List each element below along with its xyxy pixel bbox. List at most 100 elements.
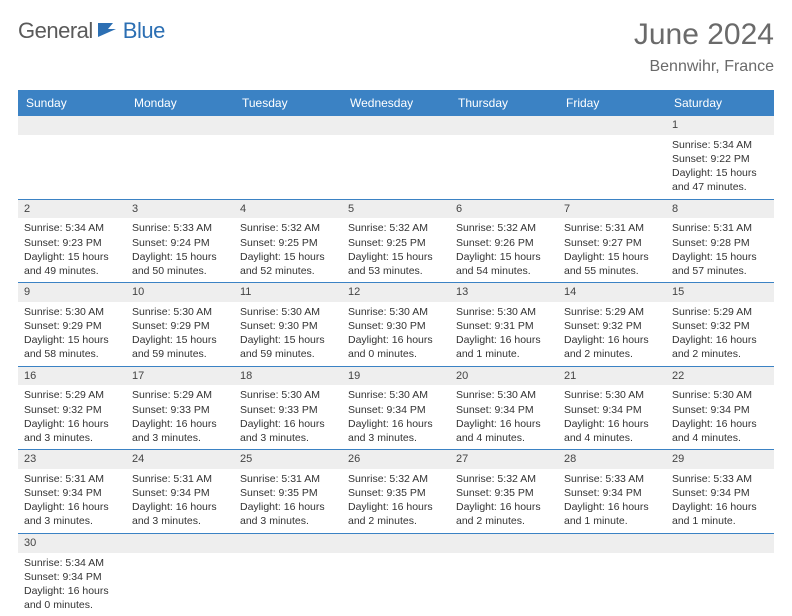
day-number: 30	[18, 534, 126, 553]
day-detail: and 4 minutes.	[672, 431, 768, 445]
day-detail: Sunset: 9:22 PM	[672, 152, 768, 166]
day-detail: and 54 minutes.	[456, 264, 552, 278]
calendar-day-empty	[450, 534, 558, 616]
calendar-week: 9Sunrise: 5:30 AMSunset: 9:29 PMDaylight…	[18, 283, 774, 367]
day-detail: and 3 minutes.	[348, 431, 444, 445]
day-detail: Sunrise: 5:32 AM	[456, 472, 552, 486]
day-number: 17	[126, 367, 234, 386]
day-detail: Sunset: 9:24 PM	[132, 236, 228, 250]
day-detail: Sunset: 9:34 PM	[348, 403, 444, 417]
day-detail: Sunset: 9:28 PM	[672, 236, 768, 250]
calendar-day-empty	[450, 116, 558, 200]
day-detail: Sunset: 9:35 PM	[240, 486, 336, 500]
day-detail: Sunrise: 5:32 AM	[456, 221, 552, 235]
calendar-day: 10Sunrise: 5:30 AMSunset: 9:29 PMDayligh…	[126, 283, 234, 367]
day-detail: Daylight: 16 hours	[24, 417, 120, 431]
calendar-day: 1Sunrise: 5:34 AMSunset: 9:22 PMDaylight…	[666, 116, 774, 200]
calendar-day-empty	[342, 534, 450, 616]
calendar-day-empty	[126, 116, 234, 200]
day-number: 20	[450, 367, 558, 386]
calendar-day: 6Sunrise: 5:32 AMSunset: 9:26 PMDaylight…	[450, 200, 558, 284]
day-number: 6	[450, 200, 558, 219]
weekday-header: Saturday	[666, 90, 774, 116]
day-number: 7	[558, 200, 666, 219]
day-detail: and 3 minutes.	[132, 431, 228, 445]
location: Bennwihr, France	[634, 58, 774, 76]
day-detail: Daylight: 15 hours	[348, 250, 444, 264]
calendar-day-empty	[558, 534, 666, 616]
calendar-day: 2Sunrise: 5:34 AMSunset: 9:23 PMDaylight…	[18, 200, 126, 284]
calendar-day-empty	[234, 534, 342, 616]
day-detail: Sunset: 9:34 PM	[24, 486, 120, 500]
day-detail: and 58 minutes.	[24, 347, 120, 361]
day-detail: and 47 minutes.	[672, 180, 768, 194]
day-detail: Sunrise: 5:29 AM	[672, 305, 768, 319]
calendar-day-empty	[558, 116, 666, 200]
day-number: 1	[666, 116, 774, 135]
day-detail: Sunrise: 5:30 AM	[672, 388, 768, 402]
calendar-day: 18Sunrise: 5:30 AMSunset: 9:33 PMDayligh…	[234, 367, 342, 451]
day-detail: Daylight: 16 hours	[132, 417, 228, 431]
calendar-day: 4Sunrise: 5:32 AMSunset: 9:25 PMDaylight…	[234, 200, 342, 284]
day-detail: Sunset: 9:32 PM	[24, 403, 120, 417]
day-detail: Sunrise: 5:33 AM	[132, 221, 228, 235]
day-number: 5	[342, 200, 450, 219]
day-detail: Sunset: 9:29 PM	[24, 319, 120, 333]
day-detail: Sunset: 9:34 PM	[672, 486, 768, 500]
weekday-header: Friday	[558, 90, 666, 116]
day-number: 21	[558, 367, 666, 386]
day-number: 24	[126, 450, 234, 469]
weekday-header-row: SundayMondayTuesdayWednesdayThursdayFrid…	[18, 90, 774, 116]
day-detail: and 59 minutes.	[240, 347, 336, 361]
day-detail: Sunrise: 5:30 AM	[456, 305, 552, 319]
day-detail: Sunrise: 5:33 AM	[564, 472, 660, 486]
day-detail: and 1 minute.	[456, 347, 552, 361]
day-detail: Daylight: 16 hours	[24, 584, 120, 598]
day-detail: Sunset: 9:32 PM	[564, 319, 660, 333]
weekday-header: Thursday	[450, 90, 558, 116]
calendar-day: 30Sunrise: 5:34 AMSunset: 9:34 PMDayligh…	[18, 534, 126, 616]
day-detail: and 52 minutes.	[240, 264, 336, 278]
calendar-day: 8Sunrise: 5:31 AMSunset: 9:28 PMDaylight…	[666, 200, 774, 284]
day-detail: Sunrise: 5:32 AM	[240, 221, 336, 235]
title-block: June 2024 Bennwihr, France	[634, 18, 774, 76]
day-detail: Sunset: 9:34 PM	[672, 403, 768, 417]
day-detail: Sunrise: 5:34 AM	[24, 221, 120, 235]
day-number: 14	[558, 283, 666, 302]
day-detail: Sunset: 9:34 PM	[24, 570, 120, 584]
day-detail: Daylight: 16 hours	[132, 500, 228, 514]
day-detail: Sunrise: 5:30 AM	[24, 305, 120, 319]
month-title: June 2024	[634, 18, 774, 52]
day-detail: Daylight: 15 hours	[240, 333, 336, 347]
day-number: 26	[342, 450, 450, 469]
calendar-day: 7Sunrise: 5:31 AMSunset: 9:27 PMDaylight…	[558, 200, 666, 284]
day-number: 8	[666, 200, 774, 219]
day-detail: Daylight: 16 hours	[456, 500, 552, 514]
day-number: 3	[126, 200, 234, 219]
day-detail: Sunrise: 5:32 AM	[348, 472, 444, 486]
day-detail: Sunset: 9:26 PM	[456, 236, 552, 250]
calendar-day: 27Sunrise: 5:32 AMSunset: 9:35 PMDayligh…	[450, 450, 558, 534]
day-number: 12	[342, 283, 450, 302]
day-detail: and 4 minutes.	[564, 431, 660, 445]
day-detail: Daylight: 16 hours	[672, 500, 768, 514]
day-number: 16	[18, 367, 126, 386]
day-detail: and 53 minutes.	[348, 264, 444, 278]
day-detail: and 2 minutes.	[564, 347, 660, 361]
day-detail: Daylight: 15 hours	[132, 250, 228, 264]
calendar-day: 22Sunrise: 5:30 AMSunset: 9:34 PMDayligh…	[666, 367, 774, 451]
calendar-week: 1Sunrise: 5:34 AMSunset: 9:22 PMDaylight…	[18, 116, 774, 200]
logo-text-general: General	[18, 18, 93, 44]
day-detail: Daylight: 16 hours	[348, 500, 444, 514]
day-detail: Daylight: 15 hours	[132, 333, 228, 347]
day-detail: Sunrise: 5:31 AM	[564, 221, 660, 235]
day-detail: and 50 minutes.	[132, 264, 228, 278]
day-detail: Sunset: 9:34 PM	[564, 486, 660, 500]
day-detail: Daylight: 16 hours	[564, 500, 660, 514]
day-detail: Sunset: 9:27 PM	[564, 236, 660, 250]
day-number: 4	[234, 200, 342, 219]
day-detail: Sunset: 9:32 PM	[672, 319, 768, 333]
calendar-day: 3 Sunrise: 5:33 AMSunset: 9:24 PMDaylight…	[126, 200, 234, 284]
day-number: 19	[342, 367, 450, 386]
calendar-day-empty	[126, 534, 234, 616]
